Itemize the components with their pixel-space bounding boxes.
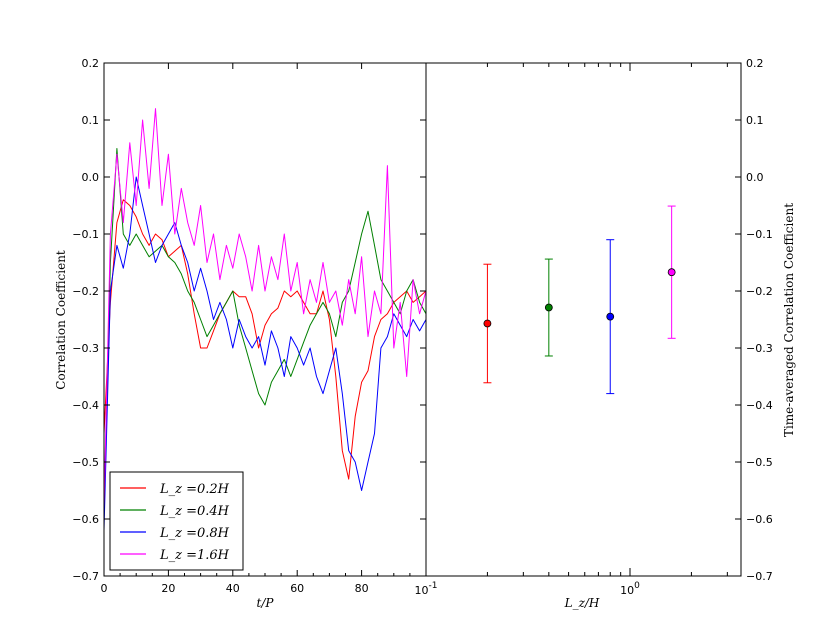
right-ytick-label: −0.4 [746, 399, 773, 412]
right-ytick-label: −0.1 [746, 228, 773, 241]
right-axes-frame [425, 62, 742, 577]
series-line-4 [103, 108, 427, 508]
right-ytick-label: 0.2 [746, 57, 764, 70]
left-ytick-label: −0.5 [72, 456, 99, 469]
left-ytick-label: −0.7 [72, 570, 99, 583]
legend-label-1: L_z =0.2H [159, 482, 230, 497]
left-xtick-label: 0 [101, 582, 108, 595]
left-ytick-label: −0.4 [72, 399, 99, 412]
legend-label-2: L_z =0.4H [159, 504, 230, 519]
left-ytick-label: −0.6 [72, 513, 99, 526]
right-ytick-label: −0.6 [746, 513, 773, 526]
left-xtick-label: 60 [290, 582, 304, 595]
left-xtick-label: 20 [161, 582, 175, 595]
right-ytick-label: 0.1 [746, 114, 764, 127]
left-ytick-label: −0.3 [72, 342, 99, 355]
right-points [483, 205, 676, 395]
series-line-3 [103, 176, 427, 531]
legend: L_z =0.2H L_z =0.4H L_z =0.8H L_z =1.6H [109, 471, 244, 571]
legend-label-4: L_z =1.6H [159, 548, 230, 563]
left-ytick-label: −0.2 [72, 285, 99, 298]
right-xlabel: L_z/H [564, 596, 600, 610]
left-series-lines [103, 108, 427, 531]
left-ylabel: Correlation Coefficient [54, 250, 68, 390]
left-ytick-label: −0.1 [72, 228, 99, 241]
data-point-3 [606, 312, 615, 321]
right-ytick-label: −0.2 [746, 285, 773, 298]
right-panel: 10-1 100 0.2 0.1 0.0 −0.1 −0.2 −0.3 −0.4 −0.5 −0.… [415, 57, 796, 610]
left-ytick-label: 0.2 [82, 57, 100, 70]
data-point-1 [483, 319, 492, 328]
left-xtick-label: 40 [226, 582, 240, 595]
right-xtick-label: 100 [620, 581, 640, 597]
right-ylabel: Time-averaged Correlation Coefficient [782, 203, 796, 437]
data-point-4 [667, 268, 676, 277]
right-ytick-label: 0.0 [746, 171, 764, 184]
left-ytick-label: 0.0 [82, 171, 100, 184]
legend-label-3: L_z =0.8H [159, 526, 230, 541]
series-line-1 [103, 199, 427, 480]
right-ytick-label: −0.5 [746, 456, 773, 469]
right-ytick-label: −0.7 [746, 570, 773, 583]
right-xtick-label: 10-1 [415, 581, 438, 597]
data-point-2 [544, 303, 553, 312]
left-xtick-label: 80 [355, 582, 369, 595]
left-panel: 0 20 40 60 80 0.2 0.1 0.0 −0.1 −0.2 −0.3 −0.4 −0.5 −… [54, 57, 427, 610]
series-line-2 [103, 148, 427, 520]
left-ytick-label: 0.1 [82, 114, 100, 127]
right-ytick-label: −0.3 [746, 342, 773, 355]
left-xlabel: t/P [257, 596, 275, 610]
